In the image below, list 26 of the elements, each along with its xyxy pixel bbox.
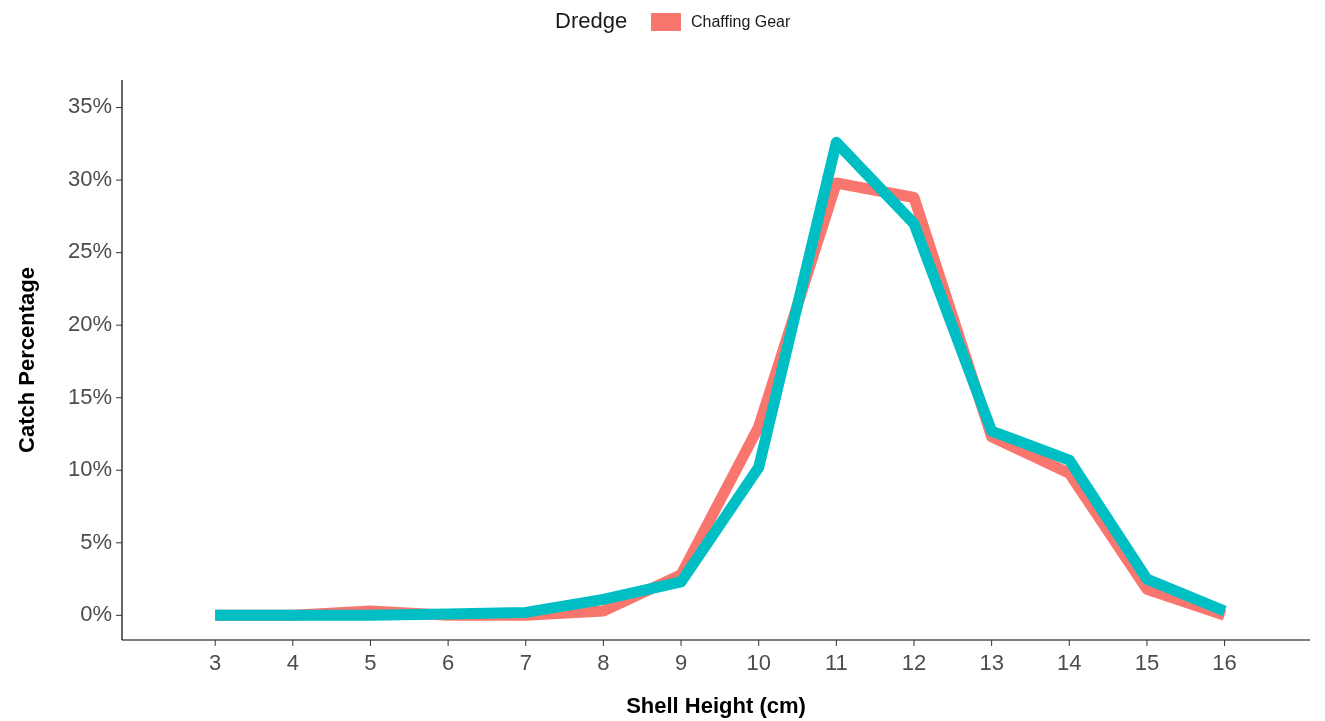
- legend-title: Dredge: [555, 7, 628, 33]
- y-tick-label: 15%: [67, 383, 112, 409]
- x-tick-label: 13: [979, 650, 1004, 675]
- x-tick-label: 12: [901, 650, 927, 675]
- x-tick-label: 8: [597, 650, 610, 675]
- x-tick-label: 5: [364, 650, 377, 675]
- legend-label: Chaffing Gear: [691, 13, 791, 31]
- x-tick-label: 15: [1134, 650, 1160, 675]
- x-tick-label: 16: [1212, 650, 1237, 675]
- y-tick-label: 0%: [80, 601, 112, 627]
- x-tick-label: 6: [441, 650, 455, 675]
- x-tick-label: 14: [1057, 650, 1082, 675]
- x-tick-label: 7: [519, 650, 532, 675]
- y-tick-label: 5%: [80, 528, 112, 554]
- x-tick-label: 3: [209, 650, 222, 675]
- x-axis-title: Shell Height (cm): [626, 693, 806, 718]
- y-tick-label: 25%: [67, 238, 112, 264]
- y-axis-title: Catch Percentage: [14, 267, 39, 453]
- y-tick-label: 30%: [67, 165, 112, 191]
- x-tick-label: 10: [746, 650, 771, 675]
- y-tick-label: 20%: [67, 310, 112, 336]
- x-tick-label: 4: [286, 650, 299, 675]
- x-tick-label: 9: [674, 650, 688, 675]
- y-tick-label: 10%: [67, 456, 112, 482]
- x-tick-label: 11: [824, 650, 848, 675]
- y-tick-label: 35%: [67, 93, 112, 119]
